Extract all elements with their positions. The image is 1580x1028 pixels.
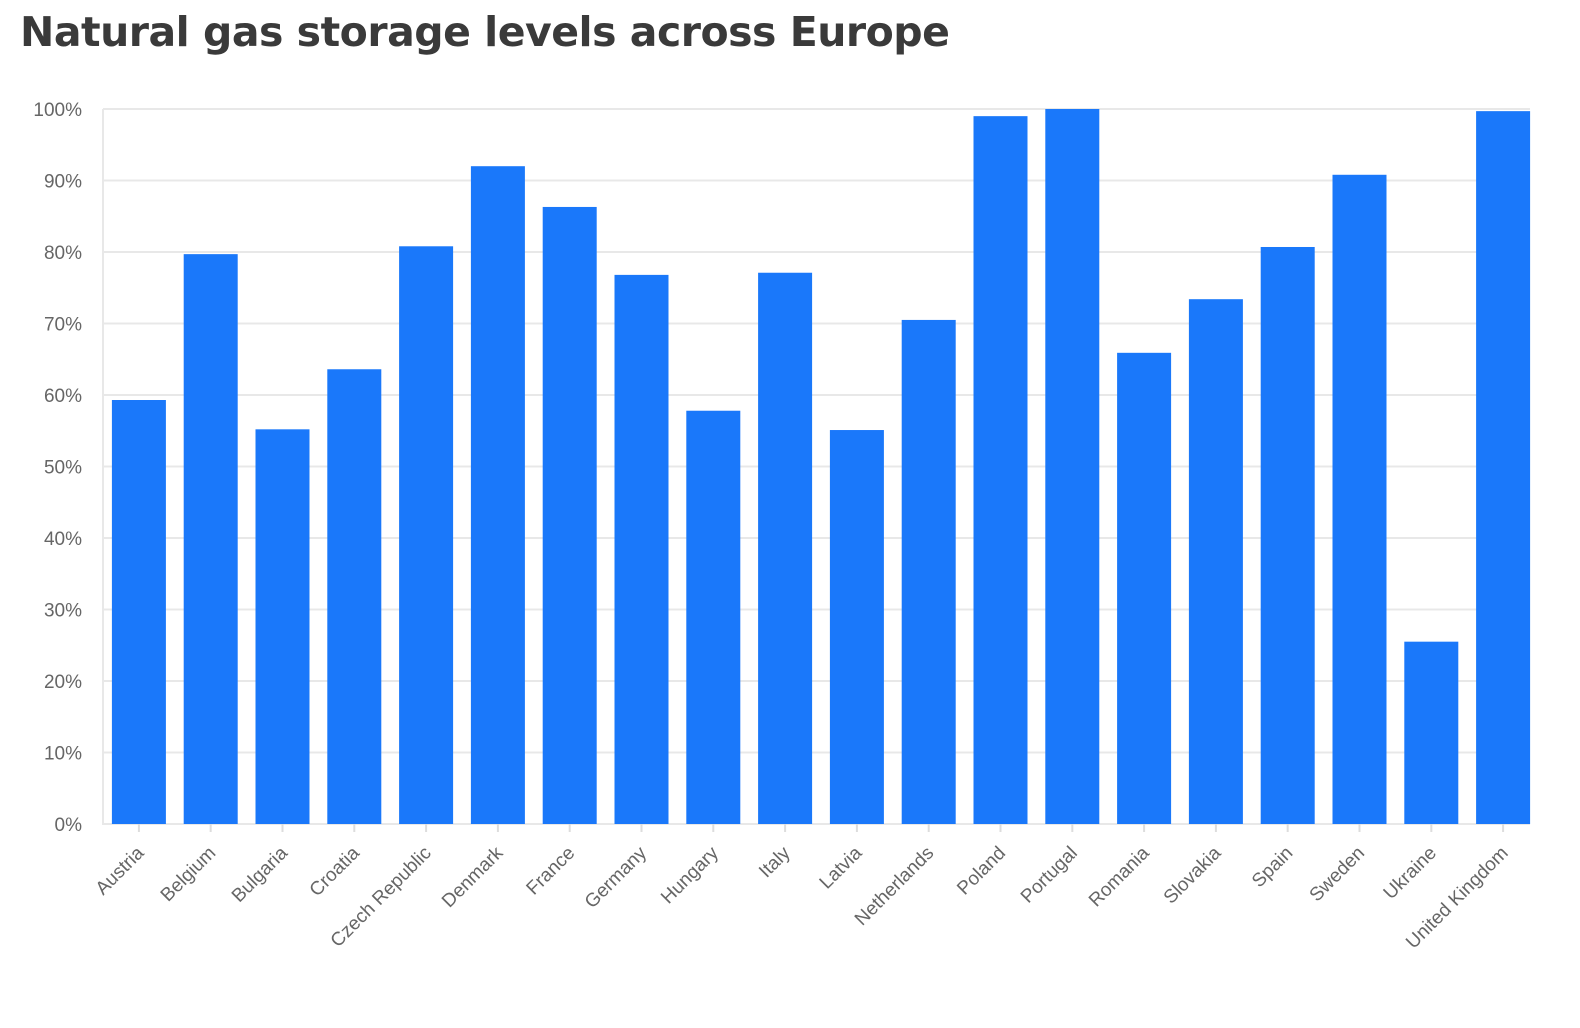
bar-czech-republic (399, 246, 454, 824)
bar-poland (973, 116, 1028, 824)
y-tick-label: 70% (44, 315, 82, 336)
y-tick-label: 10% (44, 744, 82, 765)
bar-latvia (829, 430, 884, 824)
x-tick-label: Latvia (816, 842, 867, 893)
x-tick-label: Germany (581, 842, 651, 912)
y-tick-label: 100% (33, 100, 82, 121)
bar-sweden (1332, 174, 1387, 824)
bar-germany (614, 274, 669, 824)
bar-austria (111, 400, 166, 824)
x-tick-label: Denmark (438, 842, 508, 912)
bar-bulgaria (255, 429, 310, 824)
bar-ukraine (1404, 641, 1459, 824)
chart-title: Natural gas storage levels across Europe (20, 8, 950, 56)
x-tick-label: Portugal (1017, 843, 1082, 908)
bar-hungary (686, 410, 741, 824)
bar-denmark (470, 166, 525, 824)
x-tick-label: Slovakia (1160, 842, 1226, 908)
x-tick-label: Croatia (306, 842, 364, 900)
x-tick-label: Hungary (657, 842, 723, 908)
x-tick-label: Ukraine (1380, 843, 1441, 904)
x-tick-label: Spain (1248, 843, 1297, 892)
bar-spain (1260, 246, 1315, 824)
x-tick-label: Romania (1085, 842, 1154, 911)
y-tick-label: 30% (44, 601, 82, 622)
y-tick-label: 20% (44, 672, 82, 693)
bar-romania (1117, 352, 1172, 824)
y-tick-label: 0% (55, 815, 83, 836)
x-tick-label: France (523, 843, 580, 900)
y-tick-label: 60% (44, 386, 82, 407)
x-tick-label: Bulgaria (228, 842, 292, 906)
bar-united-kingdom (1476, 111, 1531, 824)
x-tick-label: Italy (755, 842, 795, 882)
y-tick-label: 90% (44, 172, 82, 193)
y-tick-label: 80% (44, 243, 82, 264)
x-tick-label: Belgium (157, 843, 220, 906)
bar-italy (758, 272, 813, 824)
bar-croatia (327, 369, 382, 824)
bar-netherlands (901, 319, 956, 824)
x-tick-label: Austria (92, 842, 149, 899)
x-tick-label: Sweden (1306, 843, 1369, 906)
y-tick-label: 50% (44, 458, 82, 479)
x-tick-label: Poland (953, 843, 1010, 900)
bar-belgium (183, 254, 238, 824)
bar-slovakia (1188, 299, 1243, 824)
bar-france (542, 206, 597, 824)
y-tick-label: 40% (44, 529, 82, 550)
bar-portugal (1045, 109, 1100, 824)
